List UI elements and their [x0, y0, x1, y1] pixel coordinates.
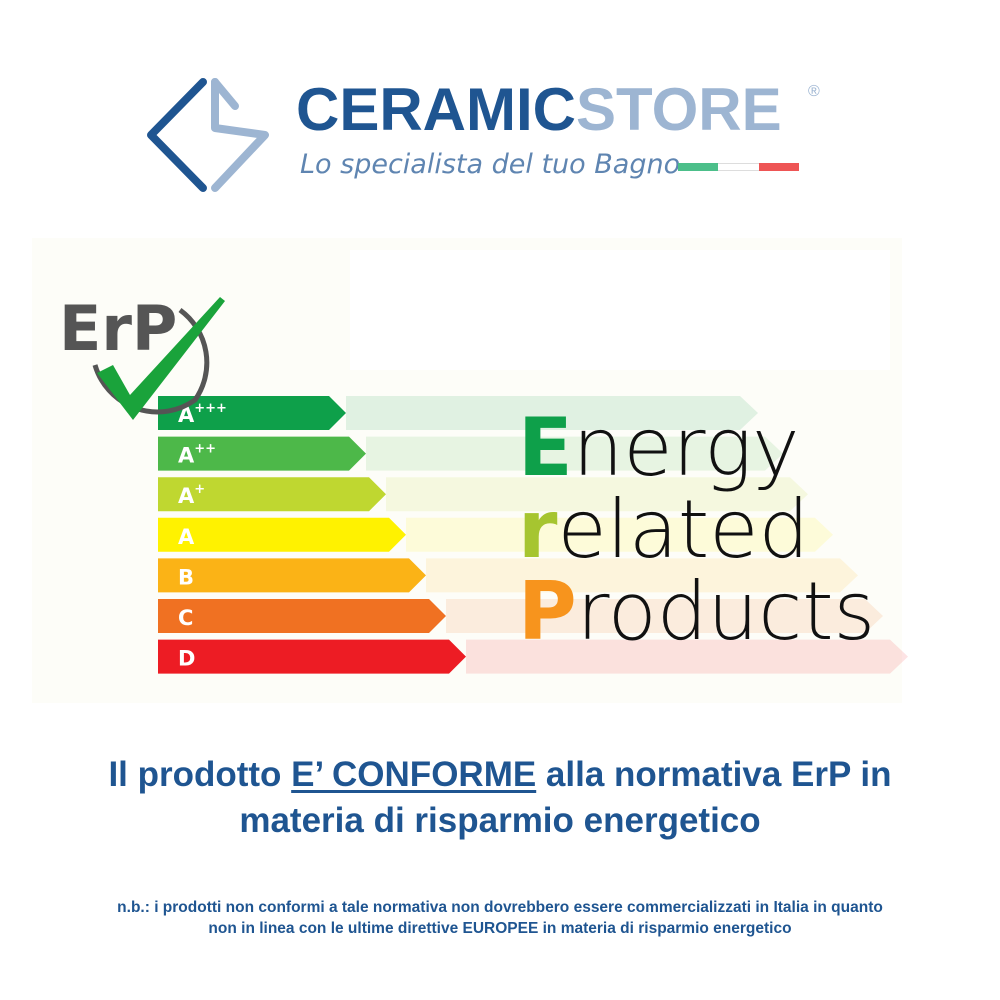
energy-class-0: A+++ [158, 396, 758, 430]
brand-name-ceramic: CERAMIC [296, 76, 576, 143]
word-related: related [518, 490, 809, 570]
word-rest: elated [557, 483, 810, 576]
footnote-line2c: in materia di risparmio energetico [538, 919, 792, 937]
energy-bar [158, 477, 386, 512]
energy-bar [158, 639, 466, 674]
energy-band-fade [446, 599, 883, 633]
footnote-line2a: non in linea con le ultime direttive [208, 919, 463, 937]
brand-name-store: STORE [576, 76, 782, 143]
energy-class-label: D [178, 647, 195, 671]
energy-band-fade [426, 558, 858, 593]
energy-class-3: A [158, 517, 833, 552]
initial-e: E [518, 401, 573, 494]
energy-band-fade [366, 436, 783, 471]
energy-class-2: A+ [158, 477, 808, 512]
italian-flag-stripe [678, 163, 799, 171]
word-energy: Energy [518, 408, 799, 488]
headline-line2: materia di risparmio energetico [239, 800, 761, 840]
energy-bar [158, 436, 366, 471]
energy-class-label: B [178, 565, 194, 589]
energy-bar [158, 517, 406, 552]
check-icon [97, 297, 225, 420]
energy-class-4: B [158, 558, 858, 593]
energy-band-fade [406, 517, 833, 552]
energy-class-label: A [178, 525, 195, 549]
footnote-line2b: EUROPEE [462, 919, 539, 937]
ceramicstore-logo-icon [147, 78, 269, 192]
energy-class-5: C [158, 599, 883, 633]
energy-band-fade [386, 477, 808, 512]
footnote-line1: n.b.: i prodotti non conformi a tale nor… [117, 899, 883, 916]
energy-class-label: C [178, 606, 193, 630]
initial-p: P [518, 565, 577, 658]
energy-bar [158, 558, 426, 593]
compliance-headline: Il prodotto E’ CONFORME alla normativa E… [0, 752, 1000, 843]
banner-highlight [350, 250, 890, 370]
brand-name: CERAMICSTORE [296, 80, 782, 140]
word-products: Products [518, 572, 875, 652]
registered-mark: ® [808, 83, 820, 100]
erp-logo: ErP [59, 292, 225, 420]
energy-band-fade [466, 639, 908, 674]
headline-emphasis: E’ CONFORME [291, 755, 537, 794]
word-rest: nergy [572, 401, 800, 494]
headline-part1: Il prodotto [108, 755, 292, 794]
footnote: n.b.: i prodotti non conformi a tale nor… [0, 898, 1000, 940]
energy-class-1: A++ [158, 436, 783, 471]
energy-band-fade [346, 396, 758, 430]
word-rest: roducts [576, 565, 876, 658]
erp-logo-text: ErP [59, 292, 177, 365]
initial-r: r [518, 483, 558, 576]
energy-bar [158, 396, 346, 430]
headline-part2: alla normativa ErP in [536, 755, 892, 794]
energy-bar [158, 599, 446, 633]
brand-tagline: Lo specialista del tuo Bagno [300, 149, 681, 180]
energy-class-6: D [158, 639, 908, 674]
